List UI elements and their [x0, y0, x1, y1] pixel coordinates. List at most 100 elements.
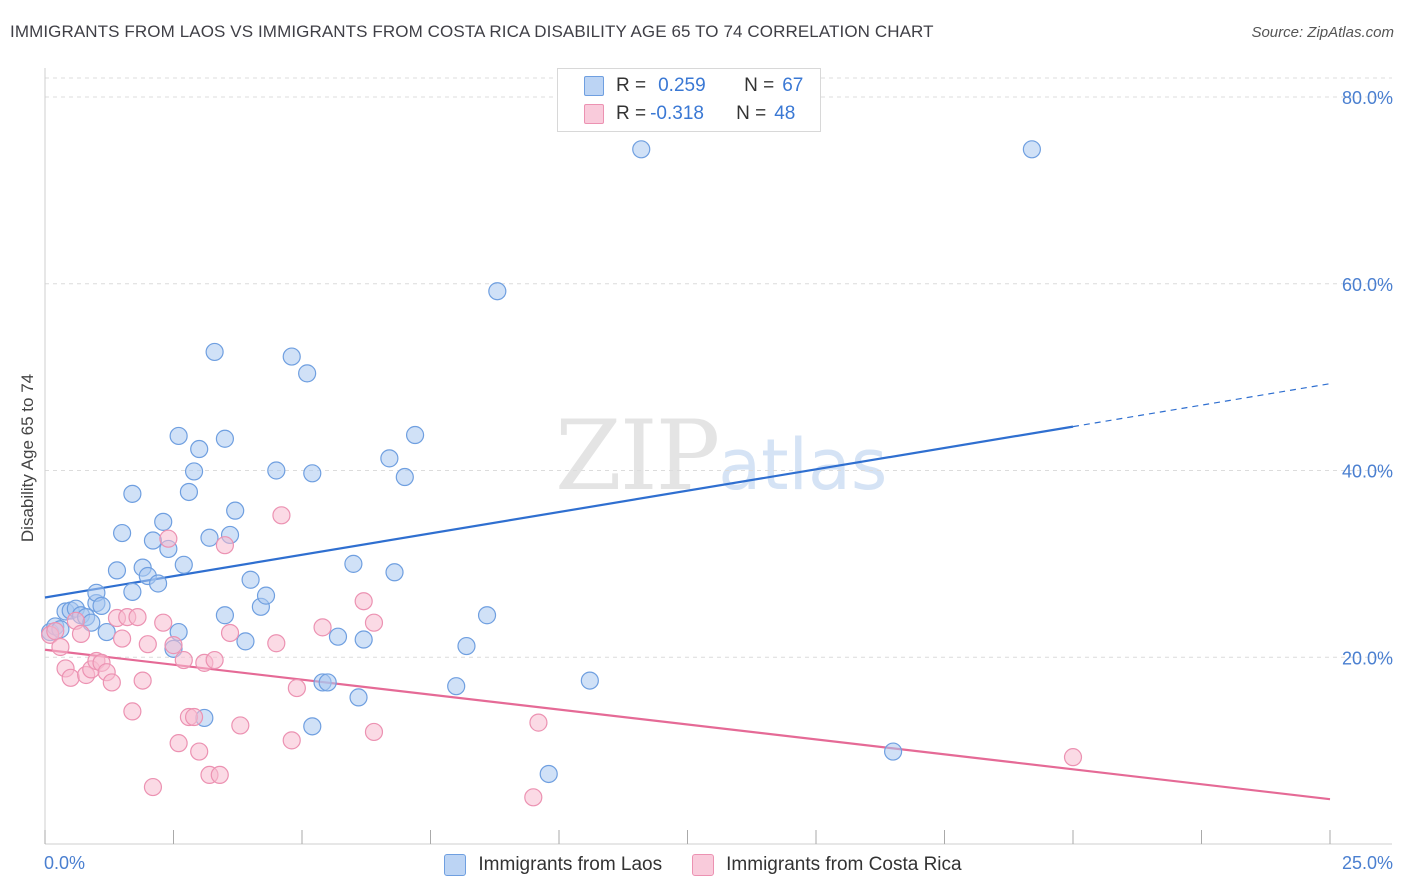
- laos-point: [1022, 140, 1041, 159]
- laos-legend-swatch: [444, 854, 467, 876]
- costa-rica-point: [174, 650, 193, 670]
- costa-rica-point: [123, 702, 142, 721]
- costa-rica-legend-label: Immigrants from Costa Rica: [726, 854, 962, 875]
- costa-rica-point: [190, 742, 209, 761]
- laos-point: [539, 764, 558, 784]
- laos-point: [580, 671, 599, 690]
- x-tick-label: 0.0%: [44, 853, 85, 873]
- costa-rica-point: [164, 636, 183, 655]
- costa-rica-r-label: R =: [616, 103, 647, 124]
- axis-labels: 20.0% 40.0% 60.0% 80.0% 0.0% 25.0% Disability …: [18, 88, 1393, 873]
- costa-rica-trend-line: [44, 648, 1331, 801]
- costa-rica-point: [231, 716, 250, 735]
- costa-rica-point: [354, 592, 373, 611]
- source-label: Source: ZipAtlas.com: [1251, 24, 1394, 41]
- laos-point: [282, 347, 301, 366]
- costa-rica-n-value: 48: [774, 103, 796, 124]
- costa-rica-point: [220, 623, 240, 643]
- laos-legend-label: Immigrants from Laos: [478, 854, 663, 875]
- legend-row-costa-rica: R = -0.318 N = 48: [584, 102, 795, 126]
- costa-rica-point: [272, 506, 291, 525]
- watermark: ZIPatlas: [555, 400, 887, 512]
- laos-point: [883, 742, 903, 761]
- laos-point: [303, 464, 322, 483]
- laos-point: [395, 467, 414, 487]
- watermark-atlas: atlas: [718, 424, 888, 506]
- y-tick-label: 60.0%: [1342, 275, 1393, 295]
- laos-point: [112, 523, 132, 543]
- costa-rica-point: [184, 707, 204, 727]
- costa-rica-point: [138, 635, 157, 654]
- costa-rica-point: [1063, 748, 1083, 767]
- laos-point: [226, 501, 245, 520]
- data-points: [41, 140, 1083, 807]
- laos-point: [385, 563, 404, 582]
- laos-point: [123, 484, 142, 503]
- costa-rica-point: [364, 613, 384, 632]
- costa-rica-point: [133, 671, 152, 690]
- legend-row-laos: R = 0.259 N = 67: [584, 74, 803, 98]
- costa-rica-point: [61, 668, 80, 687]
- laos-point: [92, 596, 111, 615]
- costa-rica-point: [159, 529, 178, 548]
- costa-rica-point: [128, 607, 147, 627]
- laos-point: [241, 570, 260, 589]
- costa-rica-legend-swatch: [692, 854, 715, 876]
- laos-point: [179, 482, 199, 502]
- laos-point: [457, 636, 476, 656]
- laos-point: [184, 462, 204, 481]
- costa-rica-point: [46, 622, 65, 641]
- trend-lines: [44, 383, 1331, 801]
- laos-point: [632, 140, 651, 159]
- laos-point: [488, 282, 507, 301]
- laos-r-label: R =: [616, 75, 647, 96]
- chart-title: IMMIGRANTS FROM LAOS VS IMMIGRANTS FROM …: [10, 22, 934, 41]
- laos-point: [349, 688, 368, 707]
- laos-trend-line: [44, 425, 1074, 599]
- costa-rica-point: [143, 777, 163, 797]
- costa-rica-point: [210, 765, 229, 785]
- laos-point: [123, 582, 142, 601]
- series-legend: Immigrants from Laos Immigrants from Cos…: [0, 852, 1406, 878]
- costa-rica-point: [313, 618, 332, 637]
- costa-rica-point: [282, 731, 301, 750]
- laos-swatch: [584, 76, 604, 96]
- laos-point: [148, 574, 168, 593]
- costa-rica-point: [524, 788, 543, 807]
- laos-point: [298, 364, 317, 383]
- y-tick-label: 40.0%: [1342, 462, 1393, 482]
- costa-rica-point: [102, 673, 121, 692]
- stats-legend: R = 0.259 N = 67 R = -0.318 N = 48: [557, 68, 821, 132]
- laos-point: [190, 439, 209, 459]
- costa-rica-point: [205, 650, 224, 670]
- legend-item-costa-rica[interactable]: Immigrants from Costa Rica: [692, 854, 962, 876]
- costa-rica-point: [112, 629, 132, 648]
- costa-rica-point: [71, 624, 91, 644]
- laos-point: [447, 677, 466, 696]
- legend-item-laos[interactable]: Immigrants from Laos: [444, 854, 662, 876]
- laos-point: [107, 561, 127, 580]
- laos-point: [256, 586, 276, 605]
- costa-rica-n-label: N =: [736, 103, 767, 124]
- laos-point: [318, 673, 337, 692]
- laos-n-value: 67: [782, 75, 804, 96]
- watermark-zip: ZIP: [555, 400, 720, 512]
- y-tick-label: 80.0%: [1342, 88, 1393, 108]
- laos-trend-line-extension: [1072, 383, 1331, 428]
- laos-point: [477, 606, 497, 625]
- laos-r-value: 0.259: [658, 75, 706, 96]
- costa-rica-r-value: -0.318: [650, 103, 704, 124]
- laos-n-label: N =: [744, 75, 775, 96]
- costa-rica-swatch: [584, 104, 604, 124]
- laos-point: [169, 426, 188, 446]
- axes: [44, 68, 1392, 845]
- x-tick-label: 25.0%: [1342, 853, 1393, 873]
- costa-rica-point: [364, 722, 384, 742]
- laos-point: [200, 528, 219, 547]
- y-tick-label: 20.0%: [1342, 648, 1393, 668]
- laos-point: [97, 622, 116, 642]
- laos-point: [303, 717, 322, 736]
- y-axis-title: Disability Age 65 to 74: [18, 374, 37, 542]
- laos-point: [267, 461, 286, 480]
